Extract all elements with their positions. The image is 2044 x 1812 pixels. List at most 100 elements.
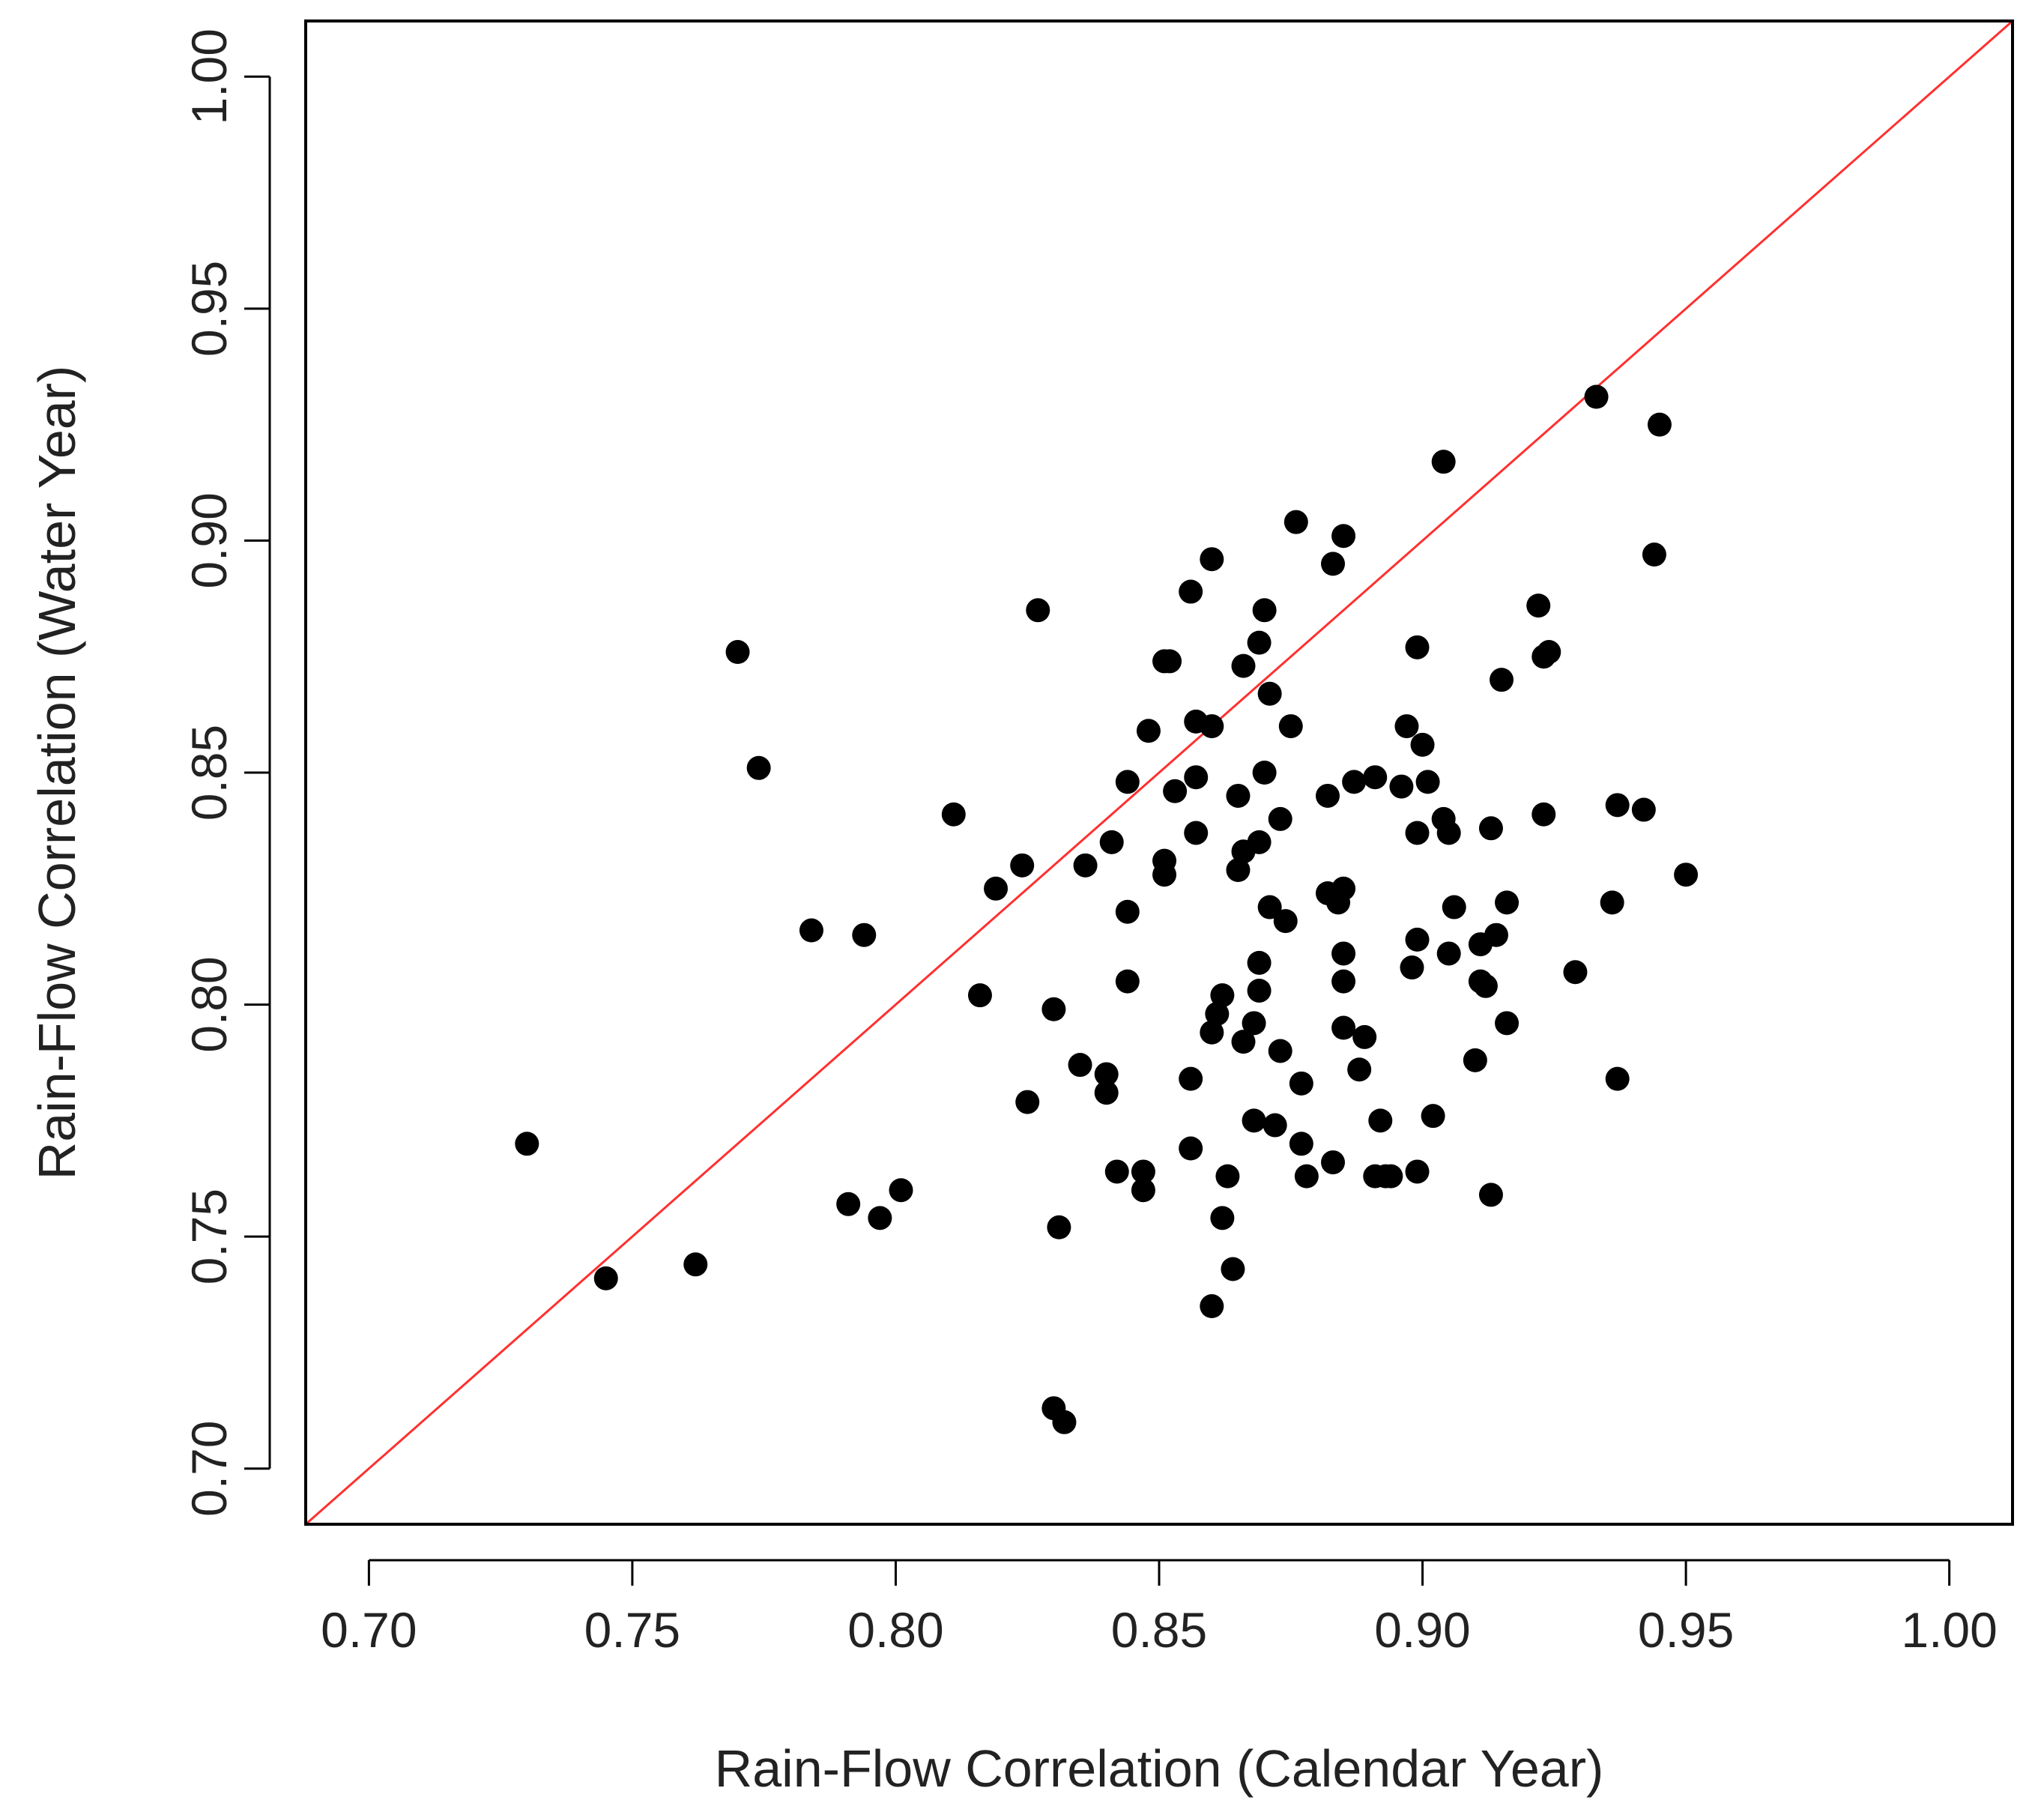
data-point [889, 1178, 913, 1203]
data-point [1674, 863, 1699, 887]
data-point [1473, 973, 1498, 998]
data-point [1405, 1159, 1430, 1184]
data-point [1184, 765, 1209, 790]
data-point [683, 1252, 708, 1277]
x-tick-label: 0.80 [847, 1602, 943, 1658]
reference-line-y-equals-x [306, 21, 2013, 1524]
data-point [1115, 899, 1140, 924]
data-point [746, 755, 771, 780]
data-point [1115, 770, 1140, 794]
data-point [1352, 1024, 1377, 1049]
data-point [1179, 579, 1203, 604]
data-point [1094, 1062, 1119, 1087]
y-tick-label: 0.80 [181, 956, 237, 1052]
data-point [1389, 774, 1414, 799]
data-point [1394, 714, 1419, 739]
data-point [1331, 876, 1356, 901]
y-tick-label: 0.90 [181, 492, 237, 588]
data-point [1647, 412, 1672, 437]
data-point [1210, 983, 1235, 1008]
data-point [1026, 598, 1050, 623]
data-point [1200, 1020, 1224, 1045]
data-point [1600, 890, 1624, 915]
y-tick-label: 0.70 [181, 1420, 237, 1516]
x-tick-label: 1.00 [1901, 1602, 1997, 1658]
data-point [1047, 1215, 1071, 1239]
data-point [1068, 1053, 1092, 1078]
data-point [1463, 1048, 1487, 1072]
data-point [1158, 649, 1182, 674]
x-axis: 0.70 0.75 0.80 0.85 0.90 0.95 1.00 [321, 1559, 1998, 1658]
data-point [1231, 1030, 1256, 1054]
data-point [1104, 1159, 1129, 1184]
data-point [1363, 765, 1388, 790]
data-point [1163, 779, 1188, 803]
plot-frame [304, 19, 2014, 1526]
data-point [1478, 816, 1503, 841]
data-point [1495, 890, 1520, 915]
data-point [1631, 797, 1656, 822]
data-point [1179, 1136, 1203, 1161]
data-point [852, 922, 877, 947]
data-point [1436, 941, 1461, 966]
data-point [1642, 543, 1666, 567]
data-point [1094, 1081, 1119, 1105]
reference-layer [306, 21, 2013, 1524]
data-point [1283, 510, 1308, 534]
data-point [1331, 969, 1356, 994]
data-point [1400, 955, 1424, 980]
data-point [1368, 1108, 1393, 1133]
y-tick-label: 1.00 [181, 28, 237, 124]
data-point [1215, 1164, 1240, 1189]
data-point [1257, 681, 1282, 706]
data-point [1268, 1039, 1292, 1063]
data-point [1605, 793, 1630, 818]
y-tick-label: 0.85 [181, 725, 237, 821]
data-point [1273, 909, 1298, 934]
data-point [1379, 1164, 1403, 1189]
data-point [1490, 668, 1514, 692]
data-point [1200, 1294, 1224, 1319]
data-point [1526, 594, 1551, 618]
x-tick-label: 0.75 [584, 1602, 680, 1658]
data-point [1436, 821, 1461, 845]
data-point [868, 1206, 892, 1230]
data-point [1584, 384, 1609, 409]
data-point [1247, 630, 1272, 655]
data-point [1605, 1066, 1630, 1091]
data-point [1052, 1410, 1077, 1434]
data-point [1099, 830, 1124, 854]
data-point [1331, 1015, 1356, 1040]
data-point [1278, 714, 1303, 739]
data-point [1015, 1090, 1040, 1114]
data-point [1442, 895, 1466, 919]
data-point [1247, 950, 1272, 975]
data-point [1257, 895, 1282, 919]
data-point [941, 802, 966, 827]
data-point [1405, 635, 1430, 659]
data-point [515, 1132, 539, 1156]
data-point [1247, 978, 1272, 1003]
x-tick-label: 0.95 [1638, 1602, 1734, 1658]
points-layer [515, 384, 1699, 1434]
data-point [1131, 1178, 1155, 1203]
data-point [1342, 770, 1367, 794]
data-point [1226, 783, 1251, 808]
data-point [1495, 1011, 1520, 1036]
data-point [1263, 1113, 1287, 1138]
x-tick-label: 0.85 [1111, 1602, 1207, 1658]
data-point [1347, 1057, 1372, 1082]
data-point [1289, 1071, 1313, 1096]
data-point [1221, 1257, 1245, 1281]
data-point [1484, 922, 1508, 947]
y-axis: 0.70 0.75 0.80 0.85 0.90 0.95 1.00 [181, 28, 271, 1517]
data-point [1041, 997, 1066, 1021]
data-point [1136, 719, 1161, 743]
data-point [1331, 941, 1356, 966]
data-point [1252, 598, 1277, 623]
y-tick-label: 0.75 [181, 1189, 237, 1284]
data-point [1073, 853, 1098, 878]
data-point [1532, 802, 1556, 827]
data-point [1200, 547, 1224, 572]
data-point [1200, 714, 1224, 739]
